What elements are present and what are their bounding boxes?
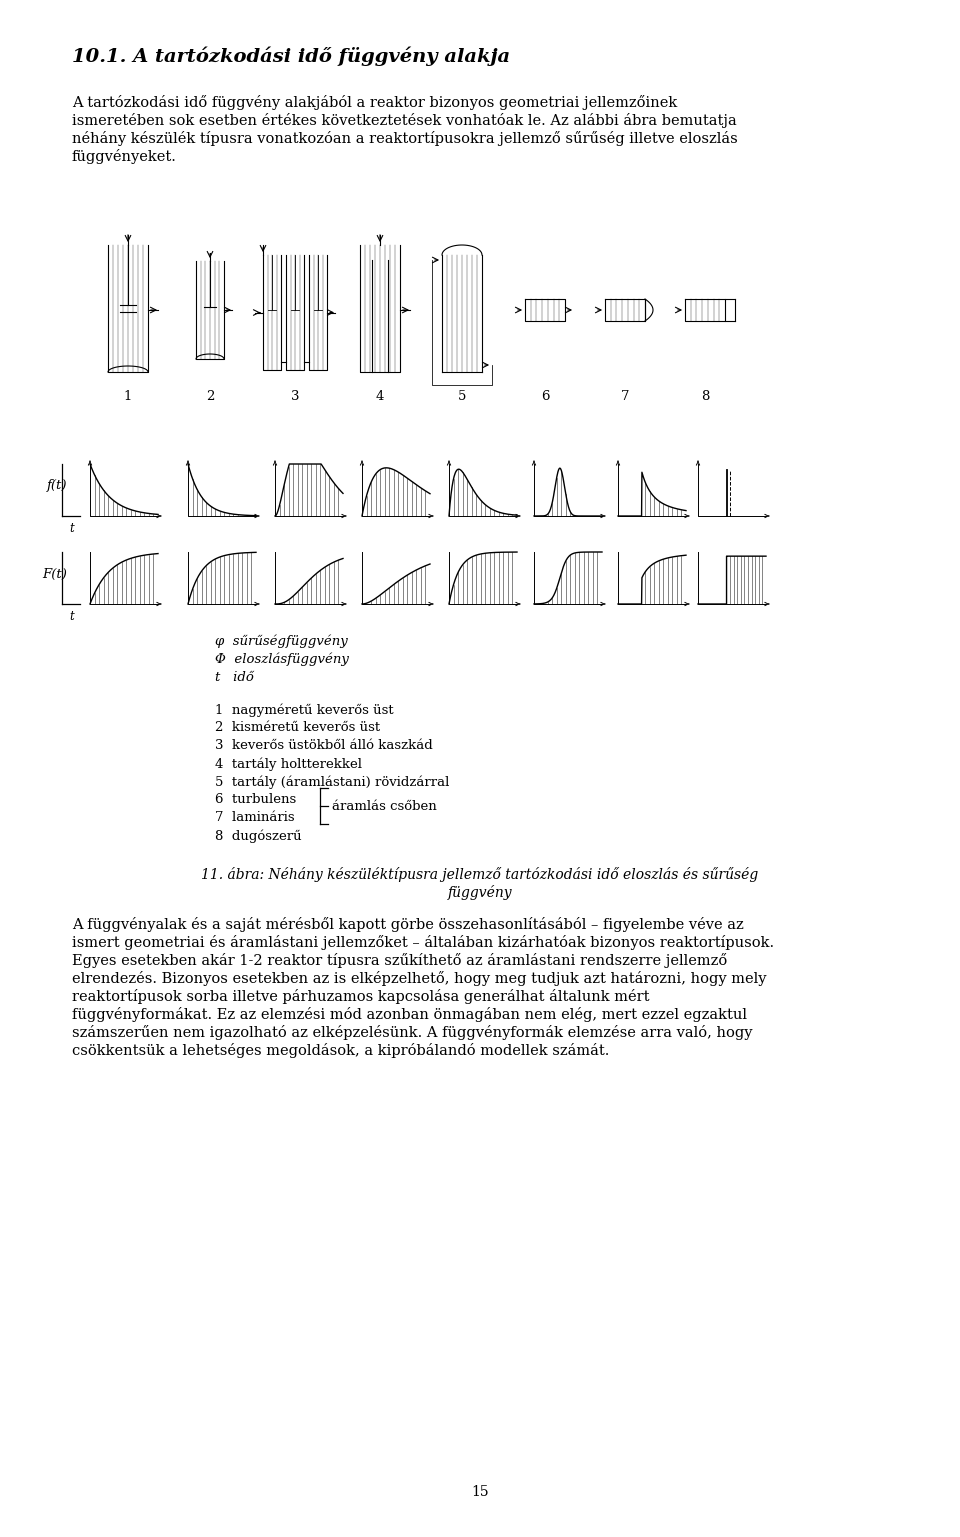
- Text: 15: 15: [471, 1485, 489, 1499]
- Text: Egyes esetekben akár 1-2 reaktor típusra szűkíthető az áramlástani rendszerre je: Egyes esetekben akár 1-2 reaktor típusra…: [72, 953, 728, 968]
- Text: reaktortípusok sorba illetve párhuzamos kapcsolása generálhat általunk mért: reaktortípusok sorba illetve párhuzamos …: [72, 990, 650, 1004]
- Text: F(t): F(t): [42, 567, 67, 581]
- Text: függvény: függvény: [447, 885, 513, 901]
- Text: 3: 3: [291, 390, 300, 403]
- Text: 5  tartály (áramlástani) rövidzárral: 5 tartály (áramlástani) rövidzárral: [215, 775, 449, 788]
- Text: A függvényalak és a saját mérésből kapott görbe összehasonlításából – figyelembe: A függvényalak és a saját mérésből kapot…: [72, 918, 744, 933]
- Text: 7  lamináris: 7 lamináris: [215, 812, 295, 824]
- Text: 11. ábra: Néhány készüléktípusra jellemző tartózkodási idő eloszlás és sűrűség: 11. ábra: Néhány készüléktípusra jellemz…: [202, 867, 758, 882]
- Text: néhány készülék típusra vonatkozóan a reaktortípusokra jellemző sűrűség illetve : néhány készülék típusra vonatkozóan a re…: [72, 131, 737, 146]
- Text: ismeretében sok esetben értékes következtetések vonhatóak le. Az alábbi ábra bem: ismeretében sok esetben értékes következ…: [72, 114, 736, 128]
- Text: ismert geometriai és áramlástani jellemzőket – általában kizárhatóak bizonyos re: ismert geometriai és áramlástani jellemz…: [72, 936, 774, 950]
- Text: 2: 2: [205, 390, 214, 403]
- Text: 1: 1: [124, 390, 132, 403]
- Text: 7: 7: [621, 390, 629, 403]
- Text: áramlás csőben: áramlás csőben: [332, 799, 437, 813]
- Text: elrendezés. Bizonyos esetekben az is elképzelhető, hogy meg tudjuk azt határozni: elrendezés. Bizonyos esetekben az is elk…: [72, 971, 766, 987]
- Text: 5: 5: [458, 390, 467, 403]
- Text: t: t: [70, 610, 74, 622]
- Text: φ  sűrűségfüggvény: φ sűrűségfüggvény: [215, 635, 348, 649]
- Text: Φ  eloszlásfüggvény: Φ eloszlásfüggvény: [215, 653, 348, 667]
- Text: 4  tartály holtterekkel: 4 tartály holtterekkel: [215, 758, 362, 772]
- Text: t   idő: t idő: [215, 672, 253, 684]
- Text: 6: 6: [540, 390, 549, 403]
- Text: 8: 8: [701, 390, 709, 403]
- Text: 2  kisméretű keverős üst: 2 kisméretű keverős üst: [215, 721, 380, 735]
- Text: 1  nagyméretű keverős üst: 1 nagyméretű keverős üst: [215, 704, 394, 716]
- Text: f(t): f(t): [46, 480, 67, 492]
- Text: A tartózkodási idő függvény alakjából a reaktor bizonyos geometriai jellemzőinek: A tartózkodási idő függvény alakjából a …: [72, 95, 677, 111]
- Text: t: t: [70, 523, 74, 535]
- Text: függvényformákat. Ez az elemzési mód azonban önmagában nem elég, mert ezzel egza: függvényformákat. Ez az elemzési mód azo…: [72, 1007, 747, 1022]
- Text: 6  turbulens: 6 turbulens: [215, 793, 297, 807]
- Text: csökkentsük a lehetséges megoldások, a kipróbálandó modellek számát.: csökkentsük a lehetséges megoldások, a k…: [72, 1044, 610, 1059]
- Text: 8  dugószerű: 8 dugószerű: [215, 830, 301, 842]
- Text: számszerűen nem igazolható az elképzelésünk. A függvényformák elemzése arra való: számszerűen nem igazolható az elképzelés…: [72, 1025, 753, 1041]
- Text: 10.1. A tartózkodási idő függvény alakja: 10.1. A tartózkodási idő függvény alakja: [72, 48, 510, 66]
- Text: 3  keverős üstökből álló kaszkád: 3 keverős üstökből álló kaszkád: [215, 739, 433, 753]
- Text: függvényeket.: függvényeket.: [72, 149, 177, 164]
- Text: 4: 4: [375, 390, 384, 403]
